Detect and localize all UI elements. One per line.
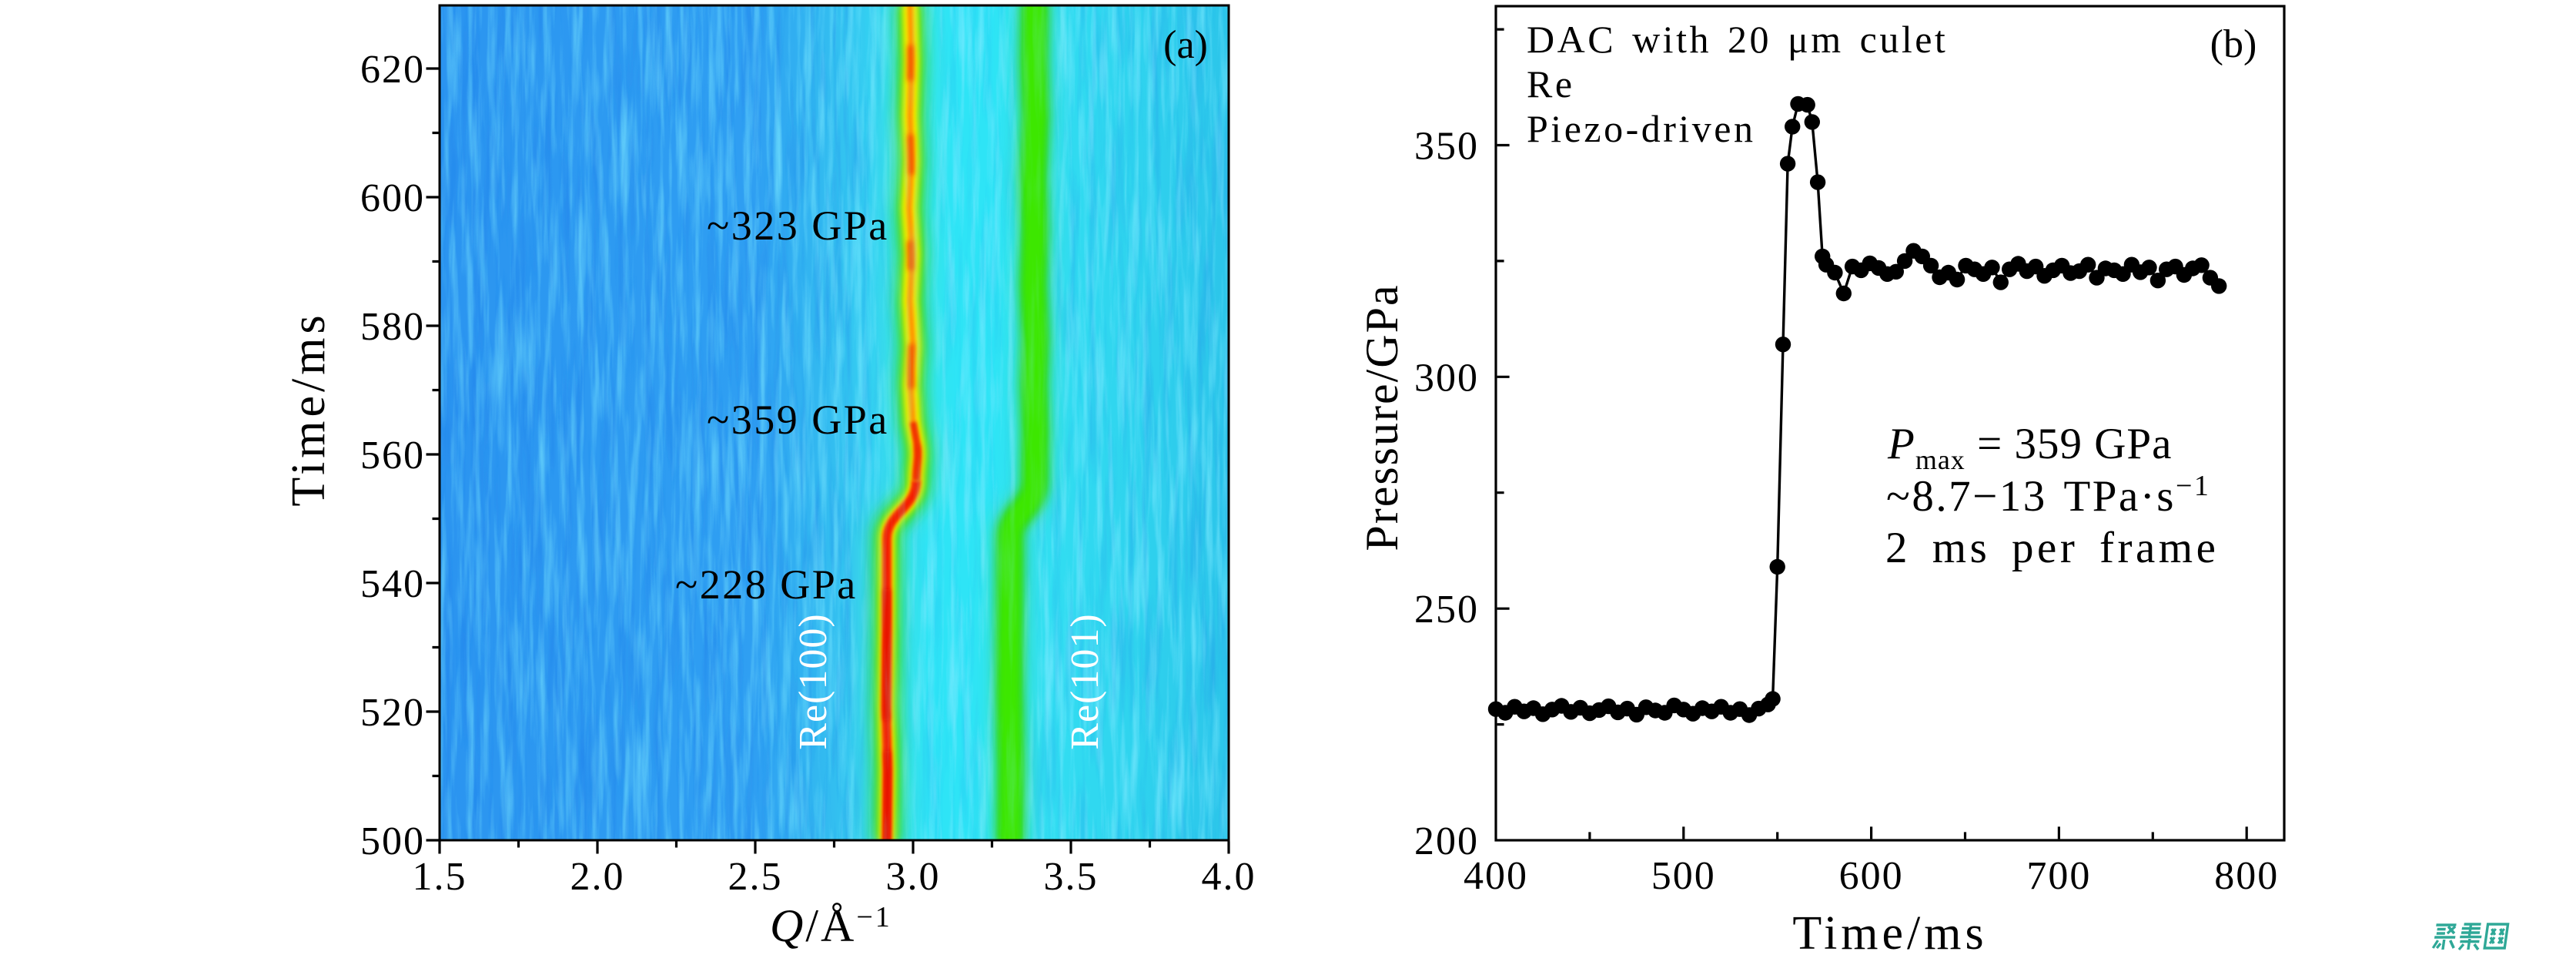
svg-text:580: 580	[360, 305, 425, 349]
svg-text:Re(100): Re(100)	[791, 613, 835, 749]
svg-text:(b): (b)	[2210, 22, 2257, 66]
svg-text:250: 250	[1414, 588, 1479, 632]
svg-text:2 ms per frame: 2 ms per frame	[1885, 524, 2219, 572]
svg-text:400: 400	[1464, 854, 1528, 898]
svg-text:350: 350	[1414, 125, 1479, 169]
svg-text:800: 800	[2214, 854, 2279, 898]
svg-text:600: 600	[1839, 854, 1904, 898]
svg-text:~359 GPa: ~359 GPa	[707, 397, 889, 443]
svg-text:620: 620	[360, 48, 425, 92]
svg-text:Re(101): Re(101)	[1063, 613, 1107, 749]
svg-text:(a): (a)	[1163, 23, 1208, 67]
svg-text:2.0: 2.0	[570, 855, 625, 899]
svg-text:300: 300	[1414, 356, 1479, 400]
svg-text:Q/Å−1: Q/Å−1	[770, 900, 892, 951]
svg-text:Pmax = 359 GPa: Pmax = 359 GPa	[1887, 420, 2172, 475]
svg-text:Pressure/GPa: Pressure/GPa	[1357, 283, 1407, 551]
svg-text:540: 540	[360, 562, 425, 606]
svg-text:DAC with 20 μm culet: DAC with 20 μm culet	[1527, 18, 1948, 61]
svg-text:560: 560	[360, 434, 425, 478]
svg-text:Re: Re	[1527, 62, 1575, 106]
svg-text:2.5: 2.5	[728, 855, 783, 899]
svg-text:500: 500	[360, 819, 425, 863]
svg-text:3.5: 3.5	[1044, 855, 1099, 899]
svg-text:Piezo-driven: Piezo-driven	[1527, 107, 1755, 150]
svg-text:3.0: 3.0	[886, 855, 941, 899]
svg-text:700: 700	[2026, 854, 2091, 898]
svg-text:520: 520	[360, 691, 425, 735]
svg-text:~323 GPa: ~323 GPa	[707, 203, 889, 249]
svg-text:600: 600	[360, 176, 425, 220]
svg-text:Time/ms: Time/ms	[283, 311, 335, 506]
svg-text:1.5: 1.5	[413, 855, 467, 899]
svg-text:4.0: 4.0	[1202, 855, 1256, 899]
svg-text:200: 200	[1414, 819, 1479, 863]
svg-text:500: 500	[1651, 854, 1716, 898]
svg-text:~8.7−13 TPa·s−1: ~8.7−13 TPa·s−1	[1886, 470, 2210, 521]
svg-text:Time/ms: Time/ms	[1792, 907, 1987, 955]
svg-text:~228 GPa: ~228 GPa	[675, 561, 858, 608]
